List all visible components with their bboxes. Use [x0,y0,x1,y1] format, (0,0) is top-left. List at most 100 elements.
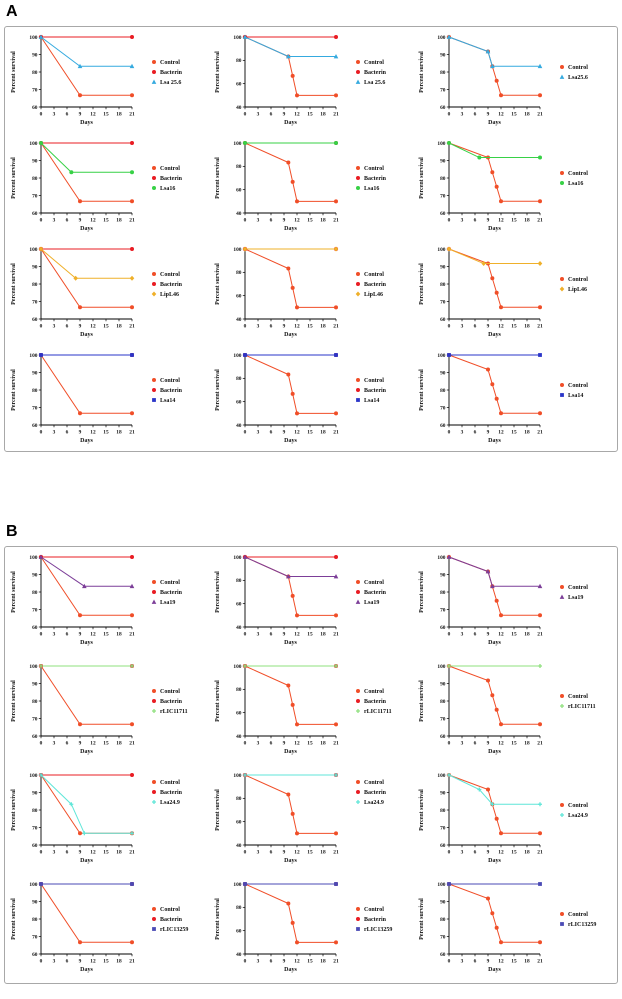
x-tick-label: 21 [333,741,339,747]
legend-label: Bacterin [160,388,183,394]
x-tick-label: 0 [40,850,43,856]
y-tick-label: 100 [233,555,241,561]
x-axis-title: Days [488,749,501,755]
x-tick-label: 9 [283,218,286,224]
legend-label: rLIC13259 [364,927,392,933]
legend-label: Lsa16 [568,181,583,187]
survival-chart: 40 60 80 100 0 3 6 9 12 15 18 21 Days Percent surviva… [215,353,387,444]
x-tick-label: 6 [474,632,477,638]
survival-chart: 60 70 80 90 100 0 3 6 9 12 15 18 21 Days Percent survi… [419,34,588,126]
x-tick-label: 15 [307,741,313,747]
series-lsa14 [39,353,134,357]
x-tick-label: 9 [487,112,490,118]
x-tick-label: 15 [511,741,517,747]
x-tick-label: 0 [40,741,43,747]
y-axis-title: Percent survival [419,51,425,93]
series-lsa24-9 [243,773,338,777]
y-tick-label: 70 [440,607,446,613]
legend-label: Control [568,277,588,283]
y-tick-label: 60 [236,602,242,608]
y-tick-label: 80 [236,796,242,802]
legend-label: Lsa16 [160,186,175,192]
y-tick-label: 70 [32,299,38,305]
legend-label: Control [364,907,384,913]
y-tick-label: 40 [236,423,242,429]
x-tick-label: 21 [537,959,543,965]
axes: 60 70 80 90 100 0 3 6 9 12 15 18 21 [437,773,543,856]
x-axis-title: Days [80,120,93,126]
y-axis-title: Percent survival [419,157,425,199]
y-tick-label: 80 [440,282,446,288]
legend-label: Lsa16 [364,186,379,192]
x-axis-title: Days [488,640,501,646]
legend-label: Control [160,60,180,66]
x-tick-label: 0 [40,430,43,436]
x-tick-label: 12 [90,324,96,330]
panel-a-box: 60 70 80 90 100 0 3 6 9 12 15 18 21 Days Percent survi… [4,26,618,452]
x-tick-label: 9 [283,850,286,856]
y-tick-label: 90 [32,681,38,687]
legend-label: Bacterin [160,176,183,182]
x-tick-label: 6 [474,430,477,436]
chart-legend: Control rLIC11711 [560,694,596,710]
series-lsa14 [447,353,542,357]
x-tick-label: 12 [498,959,504,965]
x-tick-label: 12 [90,959,96,965]
axes: 60 70 80 90 100 0 3 6 9 12 15 18 21 [29,773,135,856]
x-tick-label: 18 [116,430,122,436]
y-tick-label: 100 [437,882,445,888]
y-axis-title: Percent survival [215,789,221,831]
legend-label: Lsa24.9 [160,800,180,806]
chart-legend: Control Bacterin Lsa19 [355,580,387,606]
series-rlic11711 [243,664,338,668]
legend-label: Control [160,780,180,786]
series-control [39,353,134,416]
y-tick-label: 70 [440,716,446,722]
x-tick-label: 3 [53,324,56,330]
y-tick-label: 60 [236,711,242,717]
y-tick-label: 70 [440,193,446,199]
x-tick-label: 15 [103,218,109,224]
legend-label: Bacterin [364,917,387,923]
panel-a-label: A [6,3,18,20]
x-tick-label: 0 [244,218,247,224]
y-tick-label: 80 [440,590,446,596]
legend-label: rLIC13259 [568,922,596,928]
series-bacterin [39,35,134,39]
series-lsa19 [446,554,543,589]
x-tick-label: 0 [448,959,451,965]
y-tick-label: 60 [32,105,38,111]
x-tick-label: 9 [79,741,82,747]
y-tick-label: 40 [236,317,242,323]
y-tick-label: 100 [29,773,37,779]
x-tick-label: 21 [537,850,543,856]
x-tick-label: 3 [257,324,260,330]
x-tick-label: 21 [129,218,135,224]
x-tick-label: 3 [257,850,260,856]
y-tick-label: 100 [233,773,241,779]
x-tick-label: 3 [257,218,260,224]
x-tick-label: 6 [474,959,477,965]
legend-label: Bacterin [160,790,183,796]
y-tick-label: 90 [440,681,446,687]
x-tick-label: 6 [66,632,69,638]
x-tick-label: 21 [537,218,543,224]
x-tick-label: 0 [40,218,43,224]
series-lsa19 [38,554,135,589]
y-tick-label: 100 [437,555,445,561]
x-tick-label: 18 [320,218,326,224]
y-tick-label: 90 [32,899,38,905]
legend-label: Bacterin [364,282,387,288]
x-tick-label: 15 [307,850,313,856]
y-tick-label: 80 [32,70,38,76]
y-tick-label: 70 [32,405,38,411]
x-tick-label: 9 [79,112,82,118]
x-tick-label: 6 [66,218,69,224]
y-tick-label: 60 [440,952,446,958]
series-lsa24-9 [39,773,134,836]
y-tick-label: 80 [32,808,38,814]
x-axis-title: Days [284,749,297,755]
y-tick-label: 60 [236,188,242,194]
x-tick-label: 21 [129,850,135,856]
x-tick-label: 15 [103,850,109,856]
